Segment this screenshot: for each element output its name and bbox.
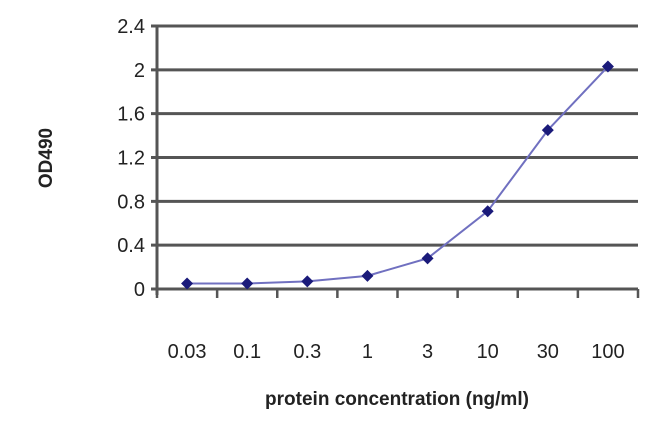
x-tick-label: 1: [362, 341, 373, 363]
data-point: [541, 124, 554, 137]
y-tick-label: 0.8: [117, 191, 145, 213]
y-tick-label: 1.6: [117, 104, 145, 126]
x-tick-label: 100: [591, 341, 624, 363]
data-point: [181, 277, 194, 290]
data-point: [241, 277, 254, 290]
y-tick-label: 2.4: [117, 16, 145, 38]
y-tick-label: 2: [134, 60, 145, 82]
y-tick-label: 1.2: [117, 148, 145, 170]
x-tick-label: 0.1: [233, 341, 261, 363]
y-tick-label: 0: [134, 279, 145, 301]
x-axis-label: protein concentration (ng/ml): [265, 389, 529, 410]
y-tick-labels: 0 0.4 0.8 1.2 1.6 2 2.4: [117, 16, 145, 301]
y-axis-label: OD490: [36, 128, 57, 188]
data-point: [361, 269, 374, 282]
x-tick-label: 3: [422, 341, 433, 363]
x-tick-label: 30: [537, 341, 559, 363]
series-line: [187, 65, 609, 285]
data-point: [421, 252, 434, 265]
data-point: [481, 205, 494, 218]
data-point: [301, 275, 314, 288]
x-tick-label: 10: [477, 341, 499, 363]
x-tick-labels: 0.03 0.1 0.3 1 3 10 30 100: [168, 341, 625, 363]
x-tick-label: 0.03: [168, 341, 207, 363]
gridlines: [151, 24, 640, 298]
data-point: [601, 60, 614, 73]
x-tick-label: 0.3: [293, 341, 321, 363]
y-tick-label: 0.4: [117, 235, 145, 257]
series-od490: [181, 60, 614, 290]
